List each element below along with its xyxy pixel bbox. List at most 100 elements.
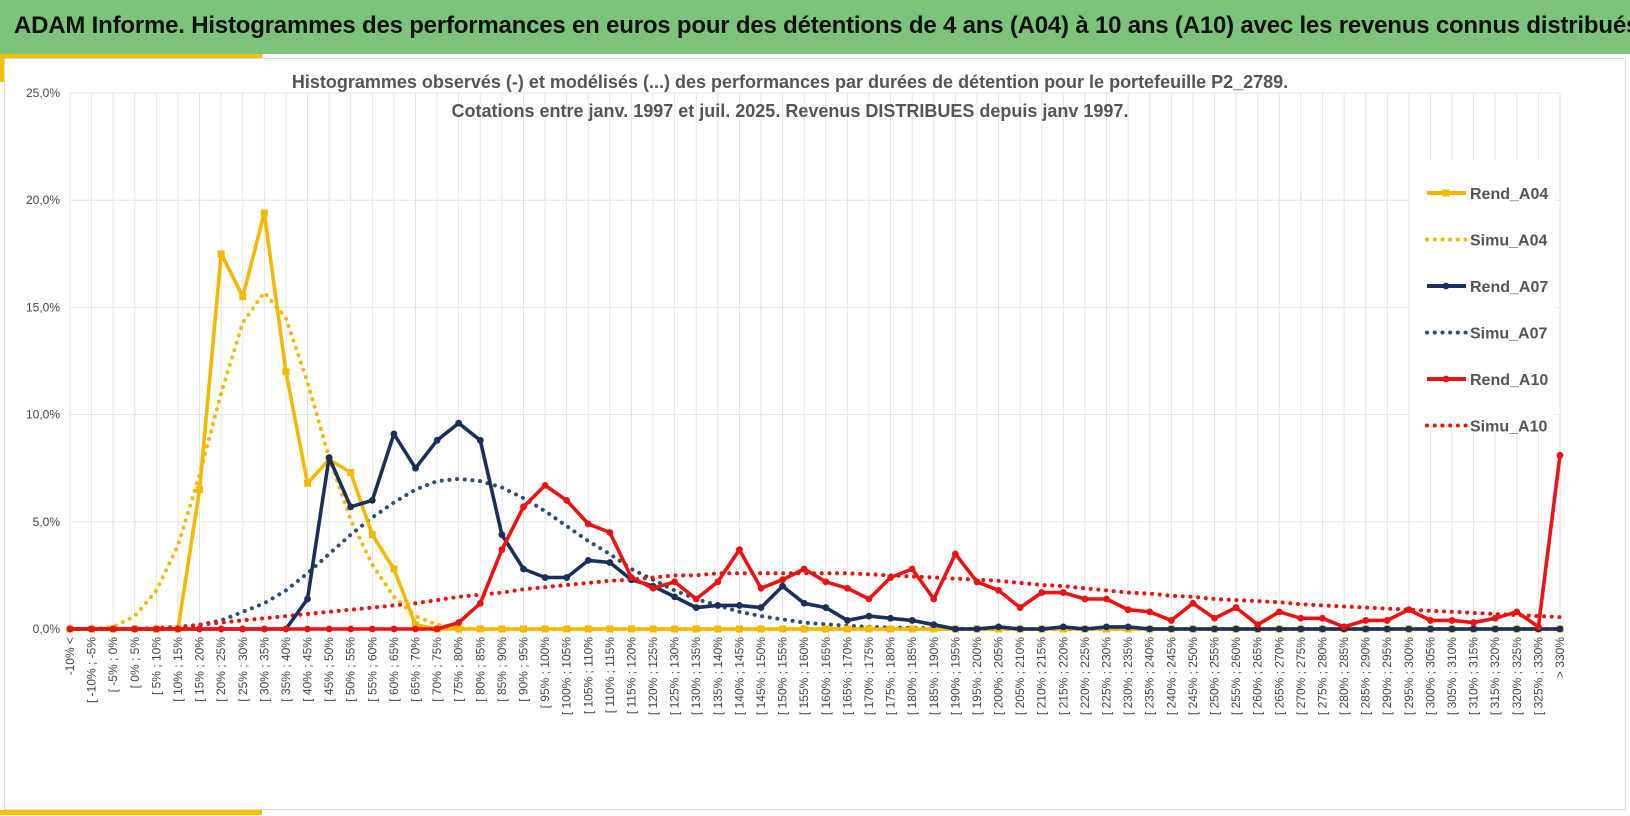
data-point [563,574,571,581]
data-point [908,617,916,624]
legend-label: Rend_A10 [1470,372,1548,389]
data-point [930,621,938,629]
data-point [779,582,787,590]
x-tick-label: [ 30% ; 35% [257,637,271,702]
legend-label: Rend_A04 [1470,186,1548,203]
data-point [455,625,463,633]
legend-marker [1442,282,1450,290]
y-tick-label: 20,0% [26,193,60,207]
data-point [1297,625,1305,633]
data-point [1211,614,1218,622]
data-point [1556,451,1564,459]
data-point [239,625,247,633]
data-point [217,625,225,633]
data-point [520,503,527,511]
data-point [1275,608,1283,616]
x-tick-label: [ 150% ; 155% [776,637,790,715]
data-point [865,612,873,620]
x-tick-label: [ 220% ; 225% [1078,637,1092,715]
data-point [822,578,830,586]
x-tick-label: [ 95% ; 100% [538,637,552,709]
data-point [282,625,290,633]
data-point [843,584,851,592]
page-title: ADAM Informe. Histogrammes des performan… [14,12,1630,39]
x-tick-label: [ 5% ; 10% [149,637,163,695]
data-point [800,625,808,633]
x-tick-label: [ 20% ; 25% [214,637,228,702]
legend-background [1410,160,1556,430]
data-point [196,625,203,633]
x-tick-label: [ 315% ; 320% [1488,637,1502,715]
data-point [584,556,592,564]
data-point [714,602,722,609]
data-point [541,574,549,581]
data-point [390,565,398,573]
x-tick-label: [ 60% ; 65% [387,637,401,702]
x-tick-label: [ 145% ; 150% [754,637,768,715]
data-point [692,625,700,633]
x-tick-label: [ 85% ; 90% [495,637,509,702]
series-line-simu_a10 [68,571,1562,631]
data-point [865,625,873,633]
x-tick-label: [ 105% ; 110% [581,637,595,714]
data-point [671,593,679,601]
data-point [1038,589,1046,596]
x-tick-label: [ 285% ; 290% [1359,637,1373,715]
data-point [1211,625,1218,633]
data-point [196,486,204,494]
x-tick-label: [ 35% ; 40% [279,637,293,702]
x-tick-label: [ 305% ; 310% [1445,637,1459,715]
data-point [476,625,484,633]
x-tick-label: [ 55% ; 60% [365,637,379,702]
data-point [239,293,247,301]
x-tick-label: [ 170% ; 175% [862,637,876,715]
data-point [1405,606,1413,614]
data-point [304,625,311,633]
x-tick-label: [ 155% ; 160% [797,637,811,715]
x-tick-label: [ 295% ; 300% [1402,637,1416,715]
x-tick-label: [ 0% ; 5% [128,637,142,689]
legend-marker [1442,375,1450,383]
data-point [1383,617,1391,624]
data-point [174,625,182,633]
data-point [1535,623,1542,631]
data-point [1124,606,1132,614]
data-point [1383,625,1391,633]
data-point [1103,623,1110,631]
data-point [1254,621,1262,629]
data-point [1405,625,1413,633]
x-tick-label: [ -10% ; -5% [85,637,99,703]
series-line-simu_a07 [68,476,1562,631]
accent-stripe-left [0,54,4,82]
data-point [584,520,592,528]
data-point [1513,625,1521,633]
x-tick-label: [ 100% ; 105% [560,637,574,715]
data-point [714,625,722,633]
x-tick-label: [ 140% ; 145% [732,637,746,715]
data-point [951,625,959,633]
data-point [1146,625,1154,633]
data-point [541,481,549,489]
x-tick-label: [ 215% ; 220% [1056,637,1070,715]
chart-frame [4,58,1626,810]
data-point [66,625,74,633]
data-point [606,559,614,566]
legend-label: Simu_A04 [1470,233,1547,250]
x-tick-label: [ 90% ; 95% [516,637,530,702]
accent-stripe-bottom [0,810,262,815]
data-point [563,496,571,504]
legend: Rend_A04 Simu_A04 Rend_A07 Simu_A07 Rend_A10… [1410,160,1556,436]
data-point [649,625,657,633]
x-tick-label: [ 210% ; 215% [1035,637,1049,715]
data-point [347,503,355,511]
chart-title-line: Histogrammes observés (-) et modélisés (… [292,72,1288,92]
axes: 0,0% 5,0% 10,0% 15,0% 20,0% 25,0% -10% < [ -10%… [26,86,1567,715]
series-line-rend_a04 [70,211,1560,631]
data-point [692,595,700,603]
data-point [476,599,484,607]
x-tick-label: [ -5% ; 0% [106,637,120,693]
data-point [1362,617,1370,624]
x-tick-label: [ 300% ; 305% [1423,637,1437,715]
data-point [671,625,679,633]
